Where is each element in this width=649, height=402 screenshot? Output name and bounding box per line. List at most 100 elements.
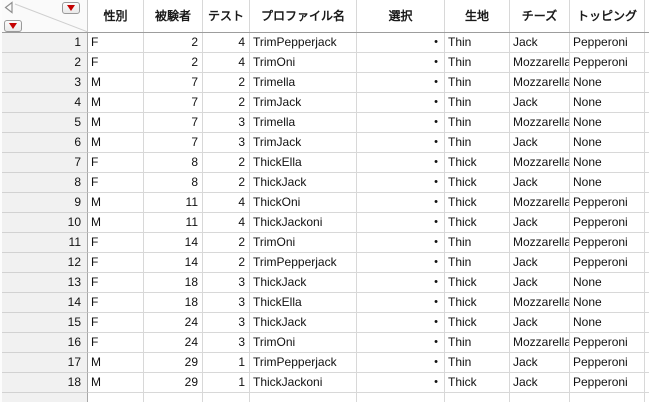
- cell-choice[interactable]: [357, 393, 445, 402]
- cell-choice[interactable]: •: [357, 233, 445, 253]
- cell-subject[interactable]: 7: [144, 113, 203, 133]
- cell-test[interactable]: 3: [203, 273, 250, 293]
- cell-profile[interactable]: TrimJack: [250, 93, 357, 113]
- cell-profile[interactable]: ThickOni: [250, 193, 357, 213]
- cell-profile[interactable]: TrimPepperjack: [250, 33, 357, 53]
- cell-choice[interactable]: •: [357, 193, 445, 213]
- column-header-subject[interactable]: 被験者: [144, 0, 203, 32]
- cell-subject[interactable]: 18: [144, 273, 203, 293]
- column-header-crust[interactable]: 生地: [445, 0, 510, 32]
- cell-topping[interactable]: Pepperoni: [570, 33, 645, 53]
- cell-profile[interactable]: ThickJack: [250, 173, 357, 193]
- cell-subject[interactable]: 14: [144, 233, 203, 253]
- cell-cheese[interactable]: Jack: [510, 133, 570, 153]
- cell-profile[interactable]: ThickJackoni: [250, 213, 357, 233]
- cell-choice[interactable]: •: [357, 133, 445, 153]
- cell-topping[interactable]: None: [570, 73, 645, 93]
- cell-crust[interactable]: [445, 393, 510, 402]
- cell-cheese[interactable]: Jack: [510, 273, 570, 293]
- cell-choice[interactable]: •: [357, 333, 445, 353]
- cell-gender[interactable]: F: [88, 153, 144, 173]
- row-number[interactable]: 2: [2, 53, 88, 73]
- cell-test[interactable]: 4: [203, 213, 250, 233]
- cell-profile[interactable]: ThickJack: [250, 273, 357, 293]
- cell-topping[interactable]: None: [570, 93, 645, 113]
- row-number[interactable]: 15: [2, 313, 88, 333]
- cell-crust[interactable]: Thick: [445, 193, 510, 213]
- cell-choice[interactable]: •: [357, 33, 445, 53]
- cell-gender[interactable]: M: [88, 133, 144, 153]
- cell-topping[interactable]: None: [570, 113, 645, 133]
- cell-gender[interactable]: F: [88, 273, 144, 293]
- cell-subject[interactable]: 7: [144, 133, 203, 153]
- cell-subject[interactable]: 14: [144, 253, 203, 273]
- row-number[interactable]: 9: [2, 193, 88, 213]
- cell-topping[interactable]: None: [570, 313, 645, 333]
- cell-profile[interactable]: ThickJack: [250, 313, 357, 333]
- row-number[interactable]: 8: [2, 173, 88, 193]
- cell-gender[interactable]: F: [88, 313, 144, 333]
- cell-gender[interactable]: M: [88, 353, 144, 373]
- cell-test[interactable]: 3: [203, 133, 250, 153]
- cell-test[interactable]: [203, 393, 250, 402]
- cell-gender[interactable]: [88, 393, 144, 402]
- cell-test[interactable]: 3: [203, 313, 250, 333]
- cell-test[interactable]: 2: [203, 73, 250, 93]
- cell-subject[interactable]: 8: [144, 153, 203, 173]
- cell-gender[interactable]: M: [88, 213, 144, 233]
- cell-topping[interactable]: Pepperoni: [570, 353, 645, 373]
- row-number[interactable]: 13: [2, 273, 88, 293]
- cell-crust[interactable]: Thin: [445, 93, 510, 113]
- cell-choice[interactable]: •: [357, 73, 445, 93]
- cell-choice[interactable]: •: [357, 113, 445, 133]
- cell-subject[interactable]: 11: [144, 213, 203, 233]
- cell-topping[interactable]: None: [570, 153, 645, 173]
- cell-gender[interactable]: F: [88, 253, 144, 273]
- cell-crust[interactable]: Thick: [445, 293, 510, 313]
- cell-choice[interactable]: •: [357, 373, 445, 393]
- cell-test[interactable]: 2: [203, 253, 250, 273]
- panel-collapse-icon[interactable]: [3, 1, 15, 14]
- cell-crust[interactable]: Thin: [445, 113, 510, 133]
- cell-cheese[interactable]: Jack: [510, 33, 570, 53]
- cell-topping[interactable]: Pepperoni: [570, 233, 645, 253]
- cell-gender[interactable]: M: [88, 113, 144, 133]
- cell-topping[interactable]: Pepperoni: [570, 373, 645, 393]
- cell-test[interactable]: 2: [203, 93, 250, 113]
- row-number[interactable]: 6: [2, 133, 88, 153]
- cell-test[interactable]: 2: [203, 233, 250, 253]
- cell-topping[interactable]: None: [570, 273, 645, 293]
- cell-subject[interactable]: 24: [144, 333, 203, 353]
- cell-subject[interactable]: 8: [144, 173, 203, 193]
- cell-cheese[interactable]: Jack: [510, 213, 570, 233]
- column-header-choice[interactable]: 選択: [357, 0, 445, 32]
- cell-crust[interactable]: Thin: [445, 333, 510, 353]
- cell-crust[interactable]: Thin: [445, 133, 510, 153]
- cell-crust[interactable]: Thin: [445, 53, 510, 73]
- cell-cheese[interactable]: Jack: [510, 173, 570, 193]
- cell-crust[interactable]: Thin: [445, 33, 510, 53]
- cell-choice[interactable]: •: [357, 173, 445, 193]
- cell-choice[interactable]: •: [357, 153, 445, 173]
- cell-cheese[interactable]: [510, 393, 570, 402]
- cell-gender[interactable]: M: [88, 193, 144, 213]
- cell-cheese[interactable]: Mozzarella: [510, 153, 570, 173]
- cell-test[interactable]: 2: [203, 153, 250, 173]
- cell-topping[interactable]: Pepperoni: [570, 333, 645, 353]
- cell-cheese[interactable]: Jack: [510, 373, 570, 393]
- row-number[interactable]: 3: [2, 73, 88, 93]
- cell-profile[interactable]: Trimella: [250, 113, 357, 133]
- cell-subject[interactable]: 2: [144, 53, 203, 73]
- cell-cheese[interactable]: Mozzarella: [510, 293, 570, 313]
- cell-crust[interactable]: Thin: [445, 353, 510, 373]
- cell-crust[interactable]: Thick: [445, 313, 510, 333]
- cell-topping[interactable]: Pepperoni: [570, 193, 645, 213]
- cell-profile[interactable]: ThickJackoni: [250, 373, 357, 393]
- cell-choice[interactable]: •: [357, 313, 445, 333]
- cell-topping[interactable]: Pepperoni: [570, 213, 645, 233]
- cell-choice[interactable]: •: [357, 273, 445, 293]
- cell-gender[interactable]: F: [88, 293, 144, 313]
- cell-test[interactable]: 4: [203, 33, 250, 53]
- cell-cheese[interactable]: Mozzarella: [510, 333, 570, 353]
- cell-crust[interactable]: Thick: [445, 273, 510, 293]
